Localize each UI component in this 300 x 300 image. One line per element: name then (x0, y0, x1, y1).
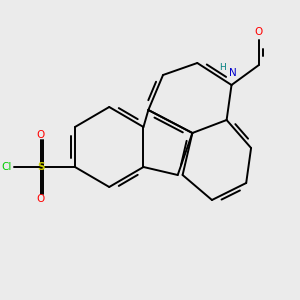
Text: O: O (255, 27, 263, 37)
Text: N: N (229, 68, 237, 77)
Text: O: O (37, 130, 45, 140)
Text: S: S (37, 162, 44, 172)
Text: O: O (37, 194, 45, 204)
Text: Cl: Cl (1, 162, 11, 172)
Text: H: H (219, 62, 226, 71)
